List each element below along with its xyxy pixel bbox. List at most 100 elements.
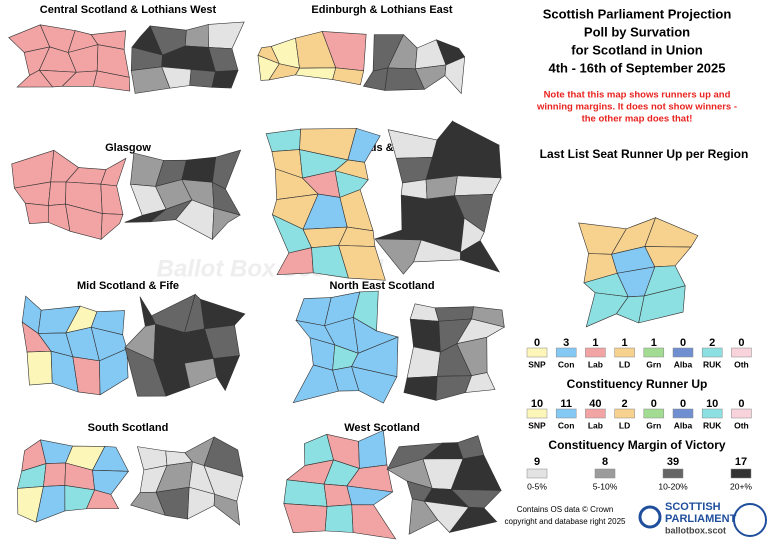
constituency — [358, 429, 388, 469]
legend-title: Constituency Margin of Victory — [548, 438, 725, 452]
constituency — [181, 156, 217, 183]
constituency — [100, 183, 124, 215]
count: 8 — [602, 456, 608, 468]
count: 0 — [680, 337, 686, 349]
party: Grn — [646, 359, 661, 369]
constituency — [283, 479, 328, 507]
count: 10 — [531, 398, 543, 410]
constituency — [86, 489, 120, 510]
party: RUK — [703, 420, 722, 430]
constituency — [26, 350, 53, 386]
count: 3 — [563, 337, 569, 349]
constituency — [406, 346, 441, 379]
swatch — [730, 468, 752, 479]
region-title: Mid Scotland & Fife — [77, 280, 179, 292]
party: Con — [558, 420, 575, 430]
legend-title: Last List Seat Runner Up per Region — [540, 147, 749, 161]
swatch — [662, 468, 684, 479]
constituency — [435, 375, 473, 401]
constituency — [48, 181, 67, 206]
constituency — [213, 355, 240, 392]
party: SNP — [528, 359, 546, 369]
swatch — [672, 408, 694, 419]
constituency — [292, 364, 339, 404]
constituency — [351, 504, 397, 540]
swatch — [672, 347, 694, 358]
party: LD — [619, 359, 630, 369]
count: 1 — [622, 337, 628, 349]
swatch — [701, 347, 723, 358]
party: Grn — [646, 420, 661, 430]
constituency — [465, 372, 496, 393]
constituency — [409, 303, 440, 322]
region-title: Glasgow — [105, 142, 151, 154]
constituency — [139, 296, 156, 327]
logo-mark — [638, 505, 662, 529]
logo-text: SCOTTISH — [665, 501, 721, 513]
count: 2 — [709, 337, 715, 349]
party: Lab — [588, 359, 603, 369]
logo-text: PARLIAMENT — [665, 513, 737, 525]
count: 0 — [738, 398, 744, 410]
constituency — [638, 285, 686, 324]
region-title: North East Scotland — [329, 280, 434, 292]
swatch — [614, 408, 635, 419]
constituency — [212, 207, 241, 241]
range: 10-20% — [658, 481, 688, 491]
note: the other map does that! — [582, 114, 693, 125]
constituency — [294, 67, 337, 80]
count: 0 — [534, 337, 540, 349]
swatch — [585, 408, 606, 419]
constituency — [99, 348, 129, 396]
constituency — [100, 213, 124, 241]
range: 5-10% — [593, 481, 618, 491]
constituency — [454, 175, 502, 196]
swatch — [594, 468, 616, 479]
constituency — [338, 245, 386, 281]
party: Lab — [588, 420, 603, 430]
logo-badge — [733, 503, 767, 537]
count: 10 — [706, 398, 718, 410]
region-title: Central Scotland & Lothians West — [40, 4, 217, 16]
region-title: South Scotland — [88, 422, 169, 434]
constituency — [200, 298, 246, 330]
title: Scottish Parliament Projection — [543, 6, 732, 21]
party: Oth — [734, 420, 749, 430]
swatch — [731, 347, 752, 358]
count: 1 — [651, 337, 657, 349]
constituency — [184, 24, 209, 48]
count: 2 — [622, 398, 628, 410]
party: RUK — [703, 359, 722, 369]
constituency — [450, 120, 501, 150]
constituency — [184, 358, 218, 388]
range: 0-5% — [527, 481, 547, 491]
constituency — [362, 67, 389, 91]
constituency — [403, 375, 438, 401]
swatch — [526, 347, 548, 358]
constituency — [213, 493, 241, 526]
count: 0 — [738, 337, 744, 349]
constituency — [43, 462, 66, 487]
credit: Contains OS data © Crown — [517, 505, 614, 514]
party: Alba — [674, 420, 693, 430]
swatch — [731, 408, 752, 419]
range: 20+% — [730, 481, 752, 491]
constituency — [444, 56, 466, 95]
count: 0 — [651, 398, 657, 410]
constituency — [93, 70, 131, 92]
swatch — [643, 347, 665, 358]
swatch — [643, 408, 665, 419]
count: 17 — [735, 456, 747, 468]
swatch — [701, 408, 723, 419]
title: Poll by Survation — [584, 24, 690, 39]
constituency — [332, 67, 365, 86]
constituency — [189, 69, 216, 88]
party: SNP — [528, 420, 546, 430]
constituency — [387, 129, 438, 159]
constituency — [351, 366, 398, 404]
credit: copyright and database right 2025 — [505, 517, 627, 526]
constituency — [212, 149, 242, 190]
swatch — [555, 408, 577, 419]
note: winning margins. It does not show winner… — [536, 102, 737, 113]
